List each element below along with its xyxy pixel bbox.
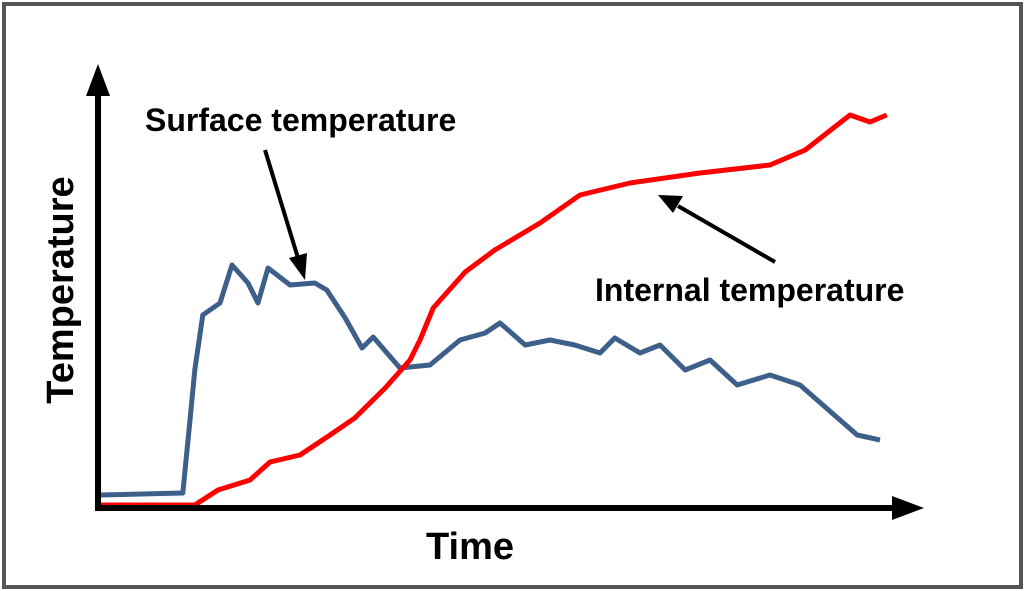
annotation-arrow: [677, 204, 776, 264]
data-line: [99, 262, 881, 498]
annotation: Surface temperature: [145, 102, 456, 138]
y-axis-arrow: [86, 64, 110, 96]
annotation-arrowhead: [658, 195, 683, 213]
annotation-arrow: [263, 149, 300, 259]
y-axis-label: Temperature: [40, 176, 82, 403]
annotation-arrowhead: [289, 253, 307, 280]
annotation: Internal temperature: [595, 272, 904, 308]
plot-area: [99, 112, 888, 508]
data-line: [100, 112, 888, 508]
x-axis-arrow: [892, 496, 924, 520]
x-axis-label: Time: [426, 526, 514, 568]
